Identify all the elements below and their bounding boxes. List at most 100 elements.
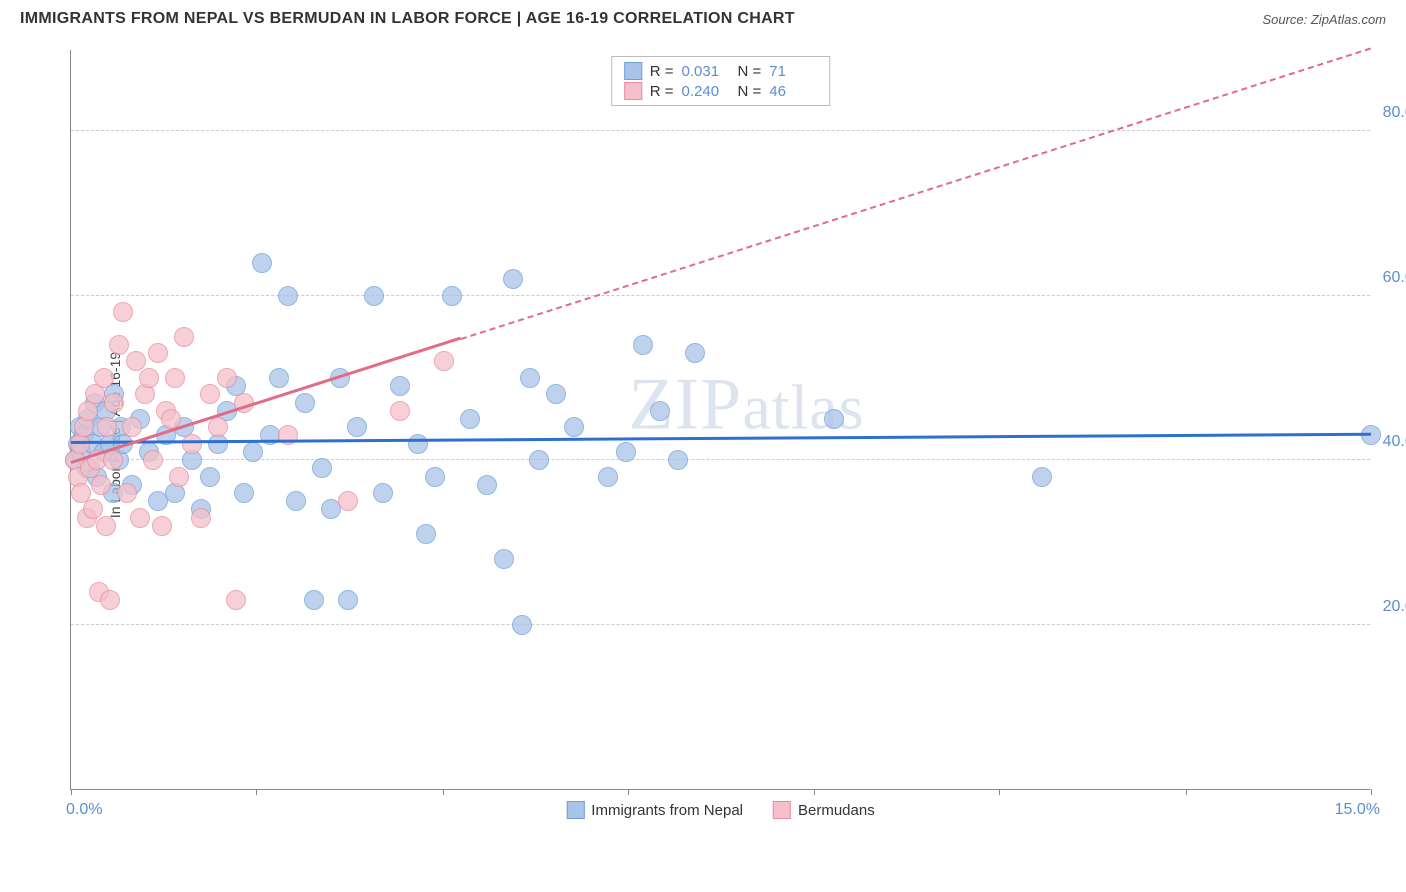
legend-stats: R = 0.031 N = 71 R = 0.240 N = 46 bbox=[611, 56, 831, 106]
scatter-point-nepal bbox=[295, 393, 315, 413]
trend-line bbox=[461, 47, 1372, 340]
scatter-point-bermudans bbox=[191, 508, 211, 528]
scatter-point-nepal bbox=[234, 483, 254, 503]
legend-swatch bbox=[624, 62, 642, 80]
scatter-point-bermudans bbox=[338, 491, 358, 511]
legend-swatch bbox=[566, 801, 584, 819]
scatter-point-nepal bbox=[286, 491, 306, 511]
scatter-point-bermudans bbox=[182, 434, 202, 454]
scatter-point-bermudans bbox=[104, 393, 124, 413]
stat-r-value: 0.240 bbox=[682, 83, 730, 100]
gridline-h bbox=[71, 459, 1370, 460]
x-tick bbox=[1186, 789, 1187, 795]
legend-label: Immigrants from Nepal bbox=[591, 802, 743, 819]
scatter-point-nepal bbox=[338, 590, 358, 610]
x-tick bbox=[1371, 789, 1372, 795]
scatter-point-nepal bbox=[520, 368, 540, 388]
scatter-point-nepal bbox=[252, 253, 272, 273]
scatter-point-nepal bbox=[347, 417, 367, 437]
stat-n-label: N = bbox=[738, 63, 762, 80]
scatter-point-bermudans bbox=[143, 450, 163, 470]
x-tick bbox=[999, 789, 1000, 795]
scatter-point-bermudans bbox=[117, 483, 137, 503]
source-label: Source: ZipAtlas.com bbox=[1262, 12, 1386, 27]
chart-header: IMMIGRANTS FROM NEPAL VS BERMUDAN IN LAB… bbox=[0, 0, 1406, 36]
y-tick-label: 60.0% bbox=[1383, 269, 1406, 287]
scatter-point-nepal bbox=[512, 615, 532, 635]
scatter-point-bermudans bbox=[97, 417, 117, 437]
scatter-point-nepal bbox=[364, 286, 384, 306]
plot-region: ZIPatlas 20.0%40.0%60.0%80.0%0.0%15.0%R … bbox=[70, 50, 1370, 790]
gridline-h bbox=[71, 295, 1370, 296]
scatter-point-nepal bbox=[312, 458, 332, 478]
x-tick bbox=[814, 789, 815, 795]
scatter-point-bermudans bbox=[91, 475, 111, 495]
scatter-point-nepal bbox=[616, 442, 636, 462]
x-tick bbox=[443, 789, 444, 795]
scatter-point-nepal bbox=[1032, 467, 1052, 487]
scatter-point-nepal bbox=[304, 590, 324, 610]
scatter-point-nepal bbox=[425, 467, 445, 487]
legend-stats-row-bermudans: R = 0.240 N = 46 bbox=[624, 81, 818, 101]
stat-r-label: R = bbox=[650, 83, 674, 100]
stat-r-value: 0.031 bbox=[682, 63, 730, 80]
gridline-h bbox=[71, 130, 1370, 131]
scatter-point-bermudans bbox=[208, 417, 228, 437]
scatter-point-bermudans bbox=[152, 516, 172, 536]
x-tick bbox=[71, 789, 72, 795]
y-tick-label: 20.0% bbox=[1383, 598, 1406, 616]
scatter-point-nepal bbox=[650, 401, 670, 421]
chart-area: In Labor Force | Age 16-19 ZIPatlas 20.0… bbox=[50, 50, 1370, 820]
scatter-point-bermudans bbox=[165, 368, 185, 388]
x-tick bbox=[256, 789, 257, 795]
scatter-point-nepal bbox=[824, 409, 844, 429]
y-tick-label: 80.0% bbox=[1383, 104, 1406, 122]
scatter-point-nepal bbox=[278, 286, 298, 306]
legend-stats-row-nepal: R = 0.031 N = 71 bbox=[624, 61, 818, 81]
scatter-point-nepal bbox=[546, 384, 566, 404]
scatter-point-bermudans bbox=[148, 343, 168, 363]
stat-n-value: 71 bbox=[769, 63, 817, 80]
scatter-point-bermudans bbox=[174, 327, 194, 347]
stat-n-label: N = bbox=[738, 83, 762, 100]
scatter-point-nepal bbox=[416, 524, 436, 544]
scatter-point-nepal bbox=[460, 409, 480, 429]
scatter-point-bermudans bbox=[390, 401, 410, 421]
scatter-point-nepal bbox=[390, 376, 410, 396]
legend-item: Bermudans bbox=[773, 801, 875, 819]
scatter-point-nepal bbox=[598, 467, 618, 487]
scatter-point-bermudans bbox=[96, 516, 116, 536]
scatter-point-nepal bbox=[529, 450, 549, 470]
legend-label: Bermudans bbox=[798, 802, 875, 819]
scatter-point-nepal bbox=[477, 475, 497, 495]
scatter-point-bermudans bbox=[169, 467, 189, 487]
gridline-h bbox=[71, 624, 1370, 625]
scatter-point-nepal bbox=[494, 549, 514, 569]
scatter-point-bermudans bbox=[100, 590, 120, 610]
scatter-point-bermudans bbox=[139, 368, 159, 388]
scatter-point-nepal bbox=[200, 467, 220, 487]
scatter-point-nepal bbox=[442, 286, 462, 306]
legend-swatch bbox=[773, 801, 791, 819]
scatter-point-nepal bbox=[373, 483, 393, 503]
legend-item: Immigrants from Nepal bbox=[566, 801, 743, 819]
scatter-point-bermudans bbox=[217, 368, 237, 388]
scatter-point-nepal bbox=[503, 269, 523, 289]
legend-swatch bbox=[624, 82, 642, 100]
scatter-point-nepal bbox=[243, 442, 263, 462]
scatter-point-nepal bbox=[668, 450, 688, 470]
scatter-point-nepal bbox=[269, 368, 289, 388]
scatter-point-bermudans bbox=[226, 590, 246, 610]
legend-series: Immigrants from Nepal Bermudans bbox=[566, 801, 874, 819]
x-label-min: 0.0% bbox=[66, 801, 102, 819]
stat-n-value: 46 bbox=[769, 83, 817, 100]
stat-r-label: R = bbox=[650, 63, 674, 80]
scatter-point-bermudans bbox=[94, 368, 114, 388]
x-tick bbox=[628, 789, 629, 795]
scatter-point-bermudans bbox=[122, 417, 142, 437]
scatter-point-bermudans bbox=[113, 302, 133, 322]
scatter-point-nepal bbox=[408, 434, 428, 454]
scatter-point-nepal bbox=[564, 417, 584, 437]
chart-title: IMMIGRANTS FROM NEPAL VS BERMUDAN IN LAB… bbox=[20, 10, 795, 28]
scatter-point-nepal bbox=[685, 343, 705, 363]
